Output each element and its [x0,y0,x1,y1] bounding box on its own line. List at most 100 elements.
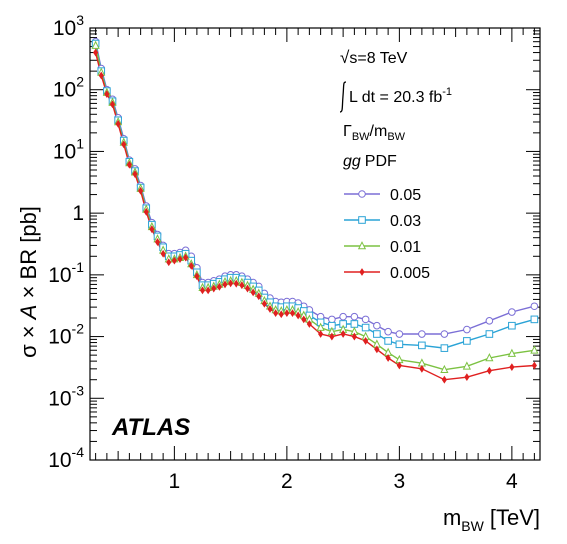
data-point-0.05 [361,315,370,324]
data-point-0.005 [295,311,301,320]
legend-label-0.03: 0.03 [390,213,421,230]
data-point-0.01 [462,361,471,370]
data-point-0.03 [373,330,381,338]
data-point-0.03 [440,344,449,352]
energy-label: √s=8 TeV [340,48,408,67]
data-point-0.01 [530,345,539,354]
data-point-0.03 [508,321,516,330]
data-point-0.005 [239,281,245,290]
legend-marker-0.03 [358,216,366,224]
data-point-0.005 [199,286,206,295]
x-axis-title: mBW [TeV] [443,505,540,534]
data-point-0.005 [143,207,149,216]
axis-tick-labels: 1 2 3 4 10-4 10-3 10-2 10-1 1 101 102 103 [48,12,518,493]
data-point-0.03 [418,341,426,350]
data-point-0.005 [93,48,99,57]
data-point-0.005 [464,373,470,382]
data-point-0.03 [530,315,539,324]
y-tick-label: 102 [53,74,84,102]
luminosity-label: L dt = 20.3 fb-1 [349,86,452,106]
y-tick-label: 10-4 [48,444,84,472]
data-point-0.005 [211,284,217,293]
data-point-0.005 [149,225,155,234]
data-point-0.005 [351,332,357,341]
data-point-0.005 [329,332,335,341]
legend-label-0.01: 0.01 [390,239,421,256]
data-point-0.005 [104,90,110,98]
data-point-0.005 [267,305,273,313]
data-point-0.005 [154,238,161,246]
y-tick-label: 1 [72,202,84,225]
data-point-0.05 [463,325,471,334]
data-point-0.005 [121,140,127,149]
pdf-label: gg PDF [343,153,397,170]
data-point-0.05 [418,330,426,338]
data-point-0.005 [261,299,267,308]
data-point-0.05 [328,315,336,324]
data-point-0.005 [188,261,194,270]
data-point-0.005 [486,366,492,375]
legend-marker-0.05 [358,190,366,198]
data-point-0.005 [273,309,279,318]
data-point-0.005 [250,288,256,297]
plot-frame [89,27,541,461]
data-point-0.005 [340,330,346,338]
data-point-0.005 [216,282,222,291]
data-point-0.01 [507,348,516,357]
data-point-0.03 [463,337,471,345]
data-point-0.005 [284,309,290,318]
width-label: ΓBW/mBW [343,123,406,143]
data-point-0.05 [373,321,381,330]
data-point-0.005 [256,292,262,301]
data-point-0.05 [339,312,347,321]
data-point-0.005 [531,361,537,370]
data-point-0.05 [440,330,449,338]
data-point-0.01 [440,364,449,374]
data-point-0.005 [205,286,211,295]
data-point-0.01 [91,40,100,49]
data-point-0.005 [160,249,166,258]
data-point-0.005 [126,160,132,169]
data-point-0.005 [306,320,312,328]
x-tick-label: 4 [506,470,518,493]
data-point-0.005 [194,272,200,281]
data-point-0.03 [485,330,494,338]
data-point-0.005 [138,186,144,195]
data-point-0.005 [509,363,515,372]
data-point-0.005 [222,280,228,289]
data-point-0.05 [508,308,516,316]
y-tick-label: 10-3 [48,382,84,410]
data-point-0.005 [318,330,324,338]
data-point-0.005 [98,71,104,80]
integral-icon [339,81,347,113]
x-tick-label: 3 [394,470,406,493]
data-point-0.05 [395,330,404,338]
data-point-0.005 [109,100,116,109]
data-point-0.05 [485,317,494,325]
data-point-0.005 [244,284,251,293]
legend-entries: 0.05 0.03 0.01 0.005 [344,187,430,282]
data-point-0.03 [384,337,392,345]
data-point-0.005 [166,258,172,267]
data-point-0.005 [396,361,402,370]
data-point-0.05 [384,327,392,336]
data-point-0.005 [441,375,447,384]
data-point-0.005 [115,119,121,128]
data-point-0.03 [350,320,359,328]
y-tick-label: 103 [53,12,84,40]
legend-marker-0.01 [357,241,367,250]
data-point-0.005 [132,170,138,178]
data-point-0.03 [395,340,404,349]
data-point-0.05 [530,302,539,311]
data-point-0.005 [228,279,234,288]
data-point-0.005 [374,345,380,354]
y-tick-label: 10-2 [48,321,84,349]
data-point-0.05 [350,312,359,321]
x-tick-label: 2 [281,470,293,493]
data-point-0.005 [177,255,183,264]
y-tick-label: 10-1 [48,259,84,287]
data-point-0.005 [363,337,369,345]
data-point-0.01 [485,353,494,362]
